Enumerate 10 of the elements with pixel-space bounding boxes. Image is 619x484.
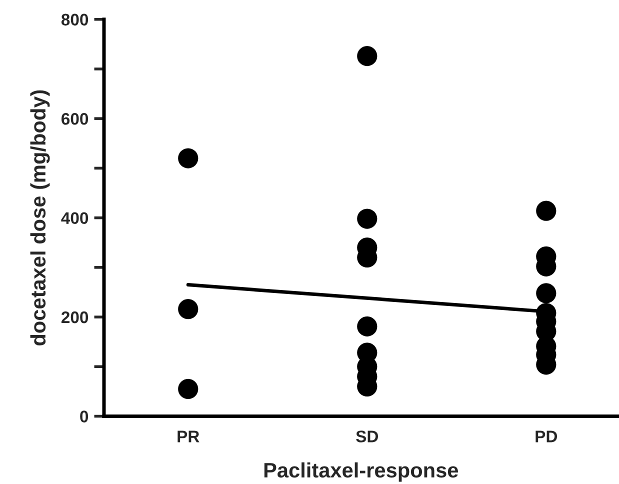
y-tick-label: 600 xyxy=(62,112,88,125)
y-tick-label: 0 xyxy=(80,410,88,422)
x-tick-label: SD xyxy=(356,430,378,442)
x-tick-label: PD xyxy=(536,430,558,442)
x-axis-title: Paclitaxel-response xyxy=(264,462,458,482)
x-tick-label: PR xyxy=(178,430,200,442)
y-tick-label: 200 xyxy=(61,311,88,324)
y-tick-label: 400 xyxy=(61,212,88,224)
y-axis-title: docetaxel dose (mg/body) xyxy=(30,90,50,346)
y-tick-label: 800 xyxy=(61,14,88,26)
